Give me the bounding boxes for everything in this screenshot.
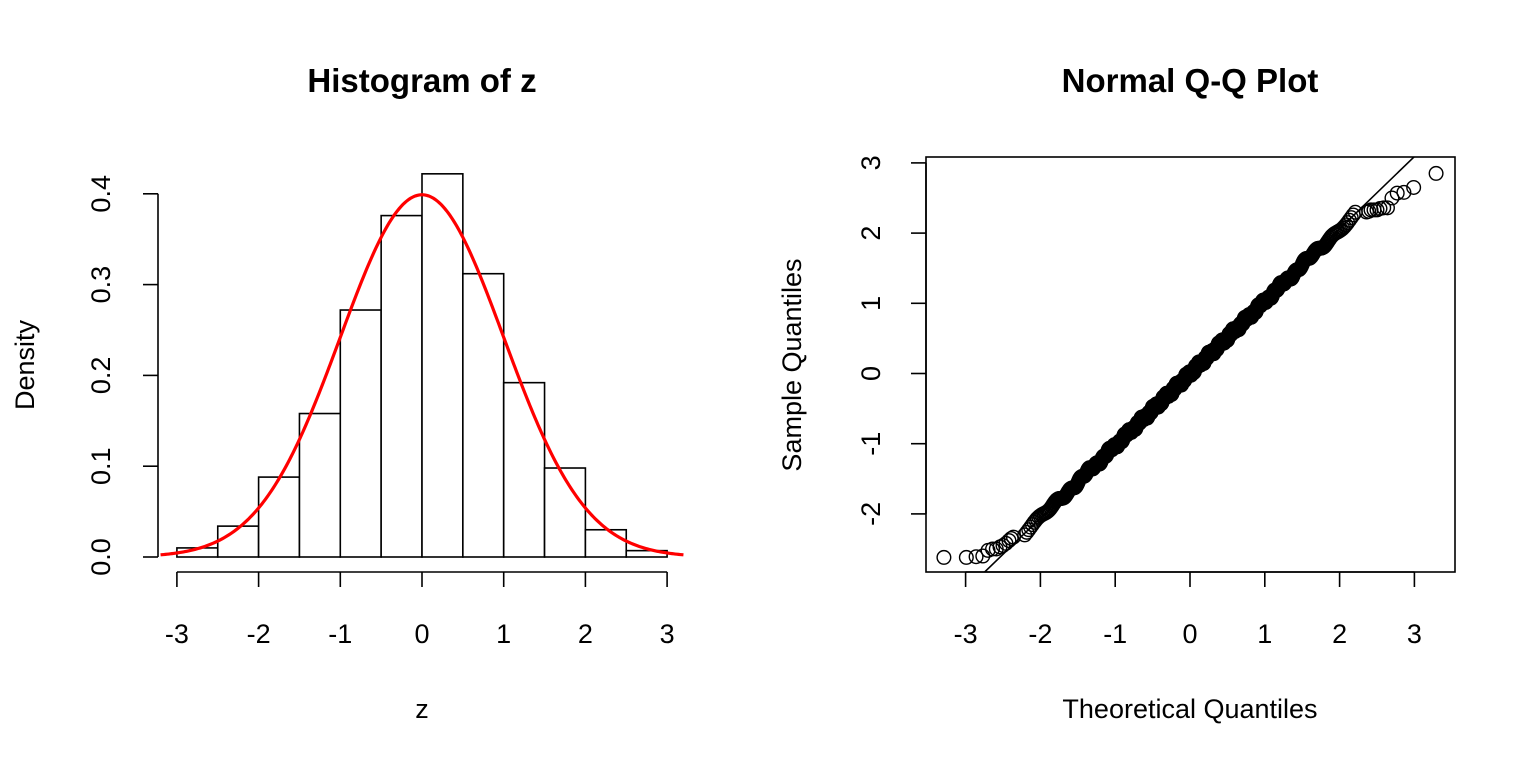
qq-title: Normal Q-Q Plot — [1062, 62, 1319, 99]
histogram-x-tick-label: -2 — [247, 619, 271, 649]
qq-x-tick-label: 0 — [1182, 619, 1197, 649]
histogram-title: Histogram of z — [307, 62, 536, 99]
qq-point — [1003, 530, 1019, 546]
normal-density-curve — [160, 193, 684, 557]
qq-y-tick-label: -1 — [856, 432, 886, 456]
histogram-y-label: Density — [10, 319, 40, 410]
qq-point — [968, 549, 984, 565]
histogram-bar — [543, 467, 587, 558]
histogram-x-tick-label: -1 — [328, 619, 352, 649]
histogram-bar — [380, 214, 423, 558]
histogram-y-tick-label: 0.0 — [86, 538, 116, 576]
qq-x-label: Theoretical Quantiles — [1062, 694, 1317, 724]
histogram-x-tick-label: 2 — [578, 619, 593, 649]
qq-point — [1341, 212, 1357, 228]
qq-point — [1396, 184, 1412, 200]
qq-point — [1379, 200, 1395, 216]
histogram-y-axis: 0.0 0.1 0.2 0.3 0.4 — [86, 175, 159, 576]
histogram-y-tick-label: 0.1 — [86, 447, 116, 485]
histogram-x-tick-label: 1 — [496, 619, 511, 649]
qq-point — [1001, 533, 1017, 549]
histogram-y-tick-label: 0.2 — [86, 357, 116, 395]
qq-y-tick-label: 1 — [856, 296, 886, 311]
qq-x-tick-label: -3 — [954, 619, 978, 649]
histogram-x-tick-label: 3 — [660, 619, 675, 649]
histogram-y-tick-label: 0.4 — [86, 175, 116, 213]
histogram-x-tick-label: 0 — [414, 619, 429, 649]
qq-point — [1005, 529, 1021, 545]
qq-point — [1340, 215, 1356, 231]
histogram-bar — [298, 412, 342, 558]
histogram-panel: Histogram of z z Density -3 -2 -1 0 1 2 3 0.00… — [10, 62, 684, 724]
histogram-bar — [462, 272, 505, 558]
qq-point — [958, 549, 974, 565]
histogram-y-tick-label: 0.3 — [86, 266, 116, 304]
histogram-bar — [584, 528, 628, 558]
histogram-bar — [502, 381, 546, 558]
qq-point — [975, 548, 991, 564]
histogram-bar — [421, 173, 464, 558]
qq-point — [1389, 185, 1405, 201]
qq-point — [1384, 190, 1400, 206]
histogram-x-tick-label: -3 — [165, 619, 189, 649]
qq-point — [1376, 200, 1392, 216]
qq-y-tick-label: 3 — [856, 155, 886, 170]
qq-point — [1406, 179, 1422, 195]
qq-points — [936, 165, 1444, 565]
qq-point — [1017, 527, 1033, 543]
qq-point — [1361, 203, 1377, 219]
histogram-bars — [176, 173, 668, 558]
qq-x-tick-label: -1 — [1103, 619, 1127, 649]
qq-point — [1428, 165, 1444, 181]
qq-point — [1343, 210, 1359, 226]
qq-y-label: Sample Quantiles — [777, 258, 807, 471]
histogram-bar — [216, 525, 260, 558]
qq-x-tick-label: 1 — [1257, 619, 1272, 649]
qq-x-tick-label: 3 — [1407, 619, 1422, 649]
qq-point — [936, 549, 952, 565]
histogram-x-label: z — [415, 694, 429, 724]
qq-y-tick-label: 0 — [856, 366, 886, 381]
qq-x-tick-label: 2 — [1332, 619, 1347, 649]
qq-point — [985, 541, 1001, 557]
qq-y-axis: -2 -1 0 1 2 3 — [856, 155, 927, 526]
qq-y-tick-label: 2 — [856, 226, 886, 241]
histogram-bar — [257, 476, 301, 558]
qq-panel: Normal Q-Q Plot Theoretical Quantiles Sa… — [777, 62, 1456, 724]
histogram-x-axis: -3 -2 -1 0 1 2 3 — [165, 571, 675, 649]
qq-x-tick-label: -2 — [1028, 619, 1052, 649]
qq-y-tick-label: -2 — [856, 502, 886, 526]
qq-x-axis: -3 -2 -1 0 1 2 3 — [954, 571, 1422, 649]
histogram-bar — [339, 309, 382, 558]
qq-point — [1019, 524, 1035, 540]
